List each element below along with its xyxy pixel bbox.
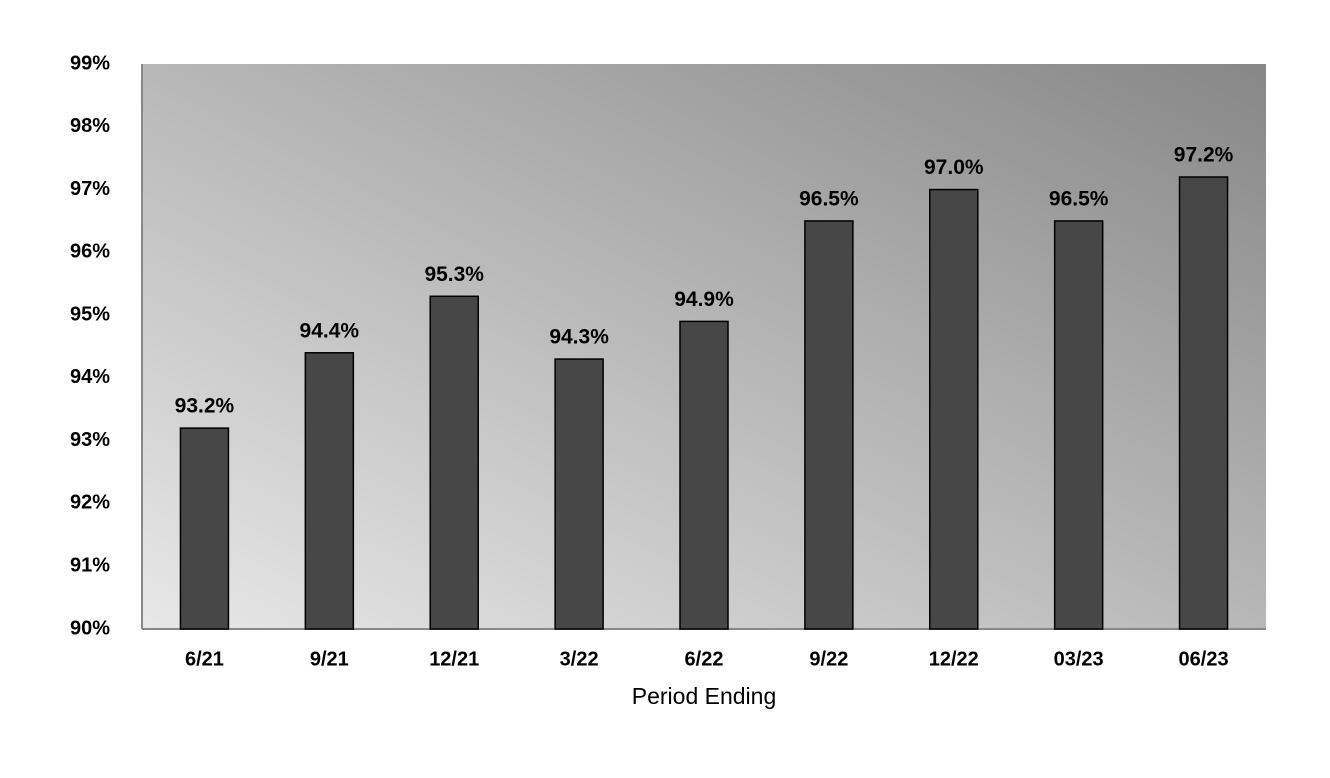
x-tick-label: 6/22 <box>685 648 724 670</box>
x-tick-label: 12/22 <box>929 648 979 670</box>
value-label: 95.3% <box>424 263 484 286</box>
bar <box>179 427 230 630</box>
y-tick-label: 95% <box>70 303 110 325</box>
value-label: 94.3% <box>549 326 609 349</box>
value-label: 93.2% <box>175 395 235 418</box>
y-tick-label: 91% <box>70 555 110 577</box>
bar <box>304 352 355 630</box>
x-tick-label: 6/21 <box>185 648 224 670</box>
y-tick-label: 94% <box>70 366 110 388</box>
y-tick-label: 99% <box>70 52 110 74</box>
value-label: 97.2% <box>1174 144 1234 167</box>
x-tick-label: 9/21 <box>310 648 349 670</box>
bar <box>929 188 979 630</box>
y-tick-label: 90% <box>70 617 110 639</box>
value-label: 97.0% <box>924 156 984 179</box>
bar <box>1178 176 1229 630</box>
x-tick-label: 3/22 <box>560 648 599 670</box>
x-tick-label: 9/22 <box>809 648 848 670</box>
bar <box>804 220 854 630</box>
y-tick-label: 98% <box>70 115 110 137</box>
value-label: 94.4% <box>300 319 360 342</box>
x-tick-label: 06/23 <box>1179 648 1229 670</box>
x-tick-label: 03/23 <box>1054 648 1104 670</box>
y-tick-label: 92% <box>70 492 110 514</box>
bar <box>429 295 479 630</box>
bar <box>1053 220 1104 630</box>
y-tick-label: 96% <box>70 241 110 263</box>
y-tick-label: 97% <box>70 178 110 200</box>
value-label: 96.5% <box>1049 187 1109 210</box>
bar <box>679 320 729 630</box>
x-tick-label: 12/21 <box>429 648 479 670</box>
value-label: 96.5% <box>799 187 859 210</box>
x-axis-title: Period Ending <box>632 683 777 709</box>
value-label: 94.9% <box>674 288 734 311</box>
bar <box>554 358 604 630</box>
y-tick-label: 93% <box>70 429 110 451</box>
